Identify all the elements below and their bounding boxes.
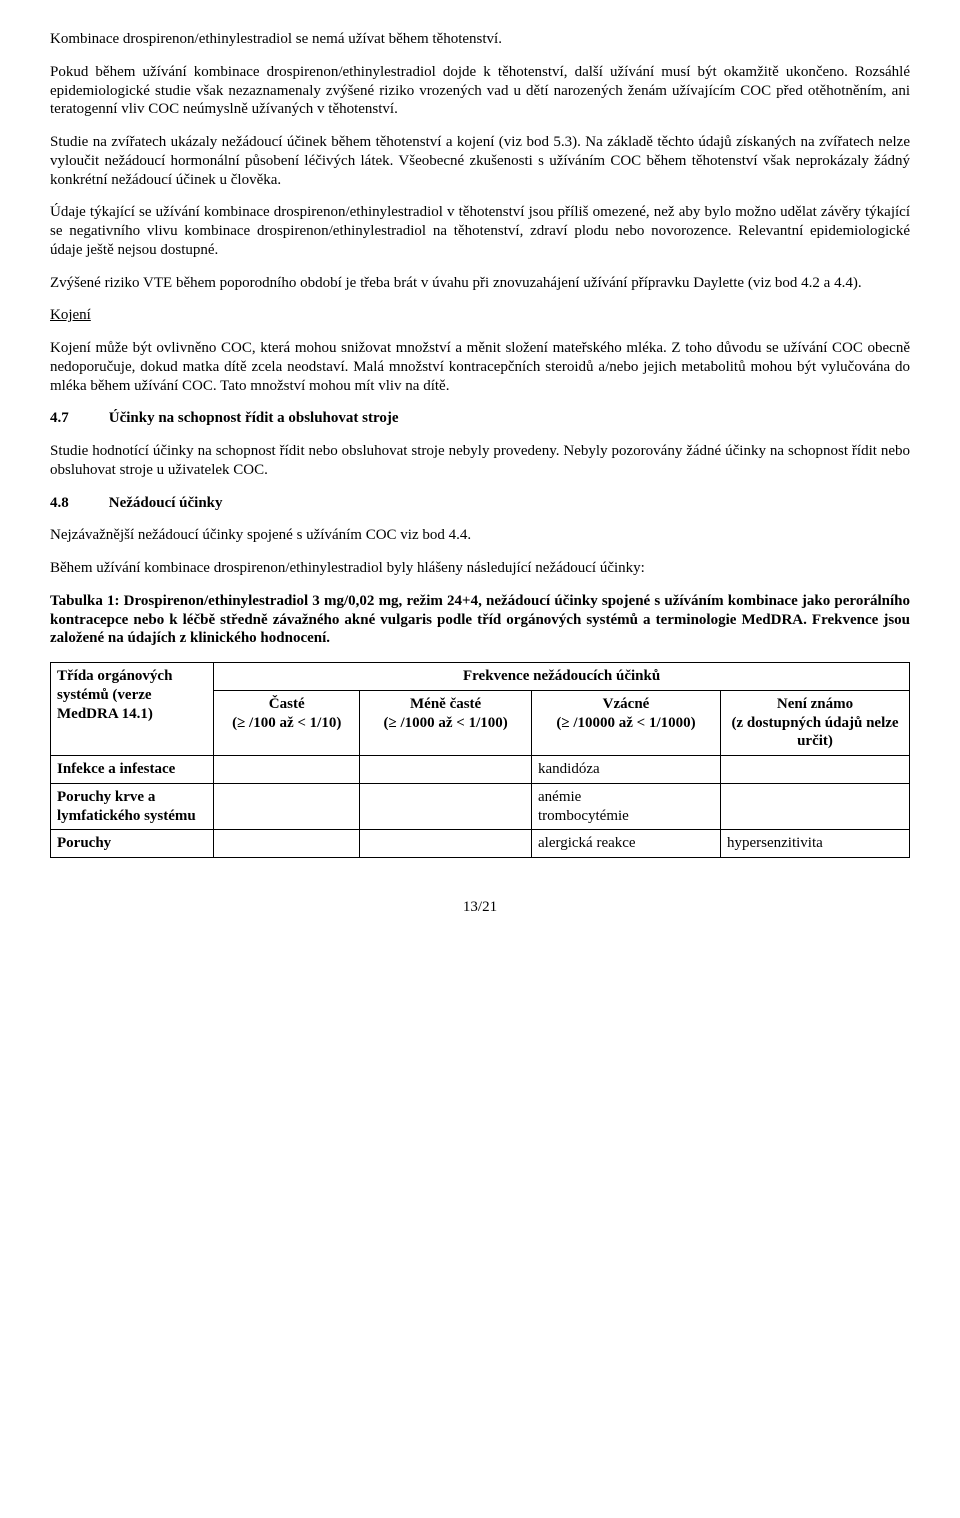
table-caption: Tabulka 1: Drospirenon/ethinylestradiol …: [50, 592, 910, 648]
freq-label: Méně časté: [366, 695, 525, 714]
paragraph: Během užívání kombinace drospirenon/ethi…: [50, 559, 910, 578]
table-col-header-soc: Třída orgánových systémů (verze MedDRA 1…: [51, 663, 214, 756]
paragraph: Kojení může být ovlivněno COC, která moh…: [50, 339, 910, 395]
table-row: Poruchy alergická reakce hypersenzitivit…: [51, 830, 910, 858]
paragraph: Pokud během užívání kombinace drospireno…: [50, 63, 910, 119]
paragraph: Studie hodnotící účinky na schopnost říd…: [50, 442, 910, 480]
table-row: Infekce a infestace kandidóza: [51, 756, 910, 784]
cell: [214, 756, 360, 784]
heading-number: 4.8: [50, 494, 105, 513]
freq-range: (≥ /100 až < 1/10): [220, 714, 353, 733]
cell: [720, 783, 909, 830]
heading-text: Účinky na schopnost řídit a obsluhovat s…: [109, 410, 399, 426]
table-row: Poruchy krve a lymfatického systému aném…: [51, 783, 910, 830]
freq-label: Vzácné: [538, 695, 714, 714]
page-number: 13/21: [50, 898, 910, 917]
cell: kandidóza: [532, 756, 721, 784]
section-heading-4-8: 4.8 Nežádoucí účinky: [50, 494, 910, 513]
cell: [360, 756, 532, 784]
cell: [360, 783, 532, 830]
section-heading-4-7: 4.7 Účinky na schopnost řídit a obsluhov…: [50, 409, 910, 428]
cell-soc: Infekce a infestace: [51, 756, 214, 784]
table-col-header-mene-caste: Méně časté (≥ /1000 až < 1/100): [360, 690, 532, 755]
subsection-label-kojeni: Kojení: [50, 306, 910, 325]
table-col-header-caste: Časté (≥ /100 až < 1/10): [214, 690, 360, 755]
cell: [360, 830, 532, 858]
cell-soc: Poruchy krve a lymfatického systému: [51, 783, 214, 830]
table-col-header-neni-znamo: Není známo (z dostupných údajů nelze urč…: [720, 690, 909, 755]
paragraph: Zvýšené riziko VTE během poporodního obd…: [50, 274, 910, 293]
cell: [214, 830, 360, 858]
cell-soc: Poruchy: [51, 830, 214, 858]
heading-text: Nežádoucí účinky: [109, 495, 223, 511]
cell: alergická reakce: [532, 830, 721, 858]
heading-number: 4.7: [50, 409, 105, 428]
cell: hypersenzitivita: [720, 830, 909, 858]
freq-label: Časté: [220, 695, 353, 714]
cell: [720, 756, 909, 784]
paragraph: Kombinace drospirenon/ethinylestradiol s…: [50, 30, 910, 49]
table-header-row: Třída orgánových systémů (verze MedDRA 1…: [51, 663, 910, 691]
adverse-effects-table: Třída orgánových systémů (verze MedDRA 1…: [50, 662, 910, 858]
cell: [214, 783, 360, 830]
table-col-header-vzacne: Vzácné (≥ /10000 až < 1/1000): [532, 690, 721, 755]
freq-range: (≥ /1000 až < 1/100): [366, 714, 525, 733]
paragraph: Nejzávažnější nežádoucí účinky spojené s…: [50, 526, 910, 545]
cell: anémie trombocytémie: [532, 783, 721, 830]
paragraph: Studie na zvířatech ukázaly nežádoucí úč…: [50, 133, 910, 189]
table-freq-header: Frekvence nežádoucích účinků: [214, 663, 910, 691]
freq-range: (z dostupných údajů nelze určit): [727, 714, 903, 752]
freq-range: (≥ /10000 až < 1/1000): [538, 714, 714, 733]
paragraph: Údaje týkající se užívání kombinace dros…: [50, 203, 910, 259]
freq-label: Není známo: [727, 695, 903, 714]
